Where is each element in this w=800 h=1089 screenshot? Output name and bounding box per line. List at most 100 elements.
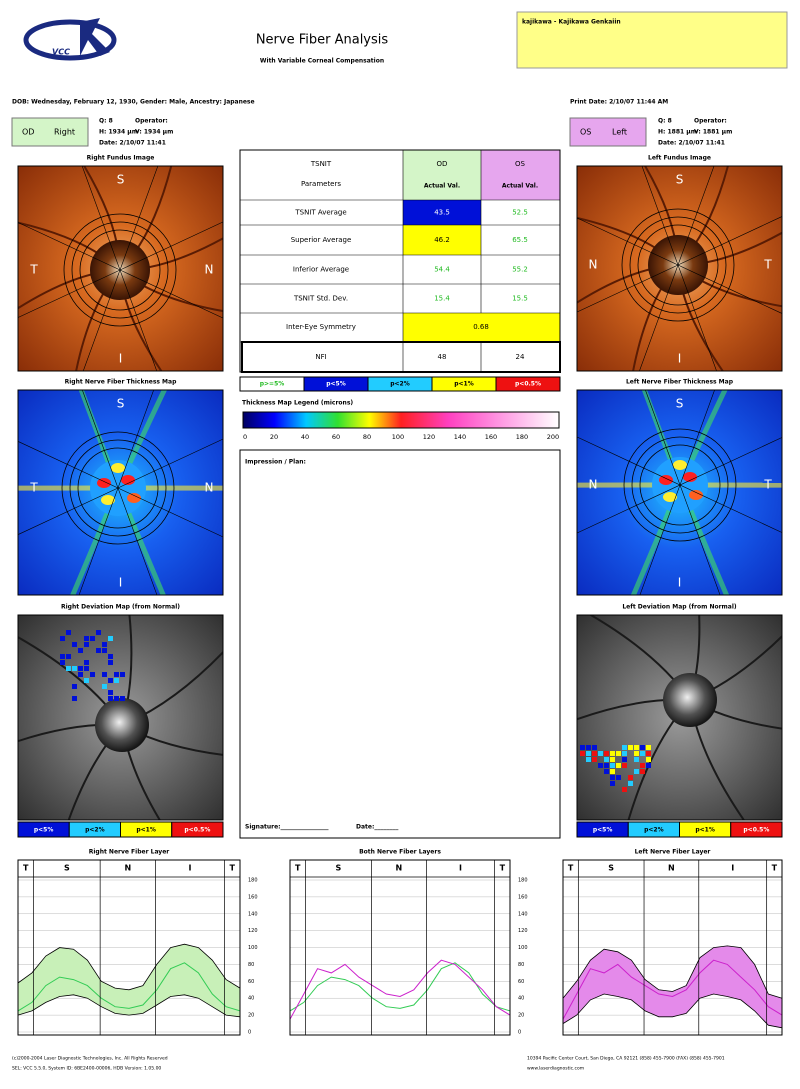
orientation-label: S	[117, 397, 125, 411]
thickness-blob	[121, 475, 135, 485]
band-lower	[562, 993, 783, 1029]
deviation-cell	[96, 648, 101, 653]
label: TSNIT	[310, 160, 332, 168]
measurement-ring	[623, 428, 737, 542]
orientation-label: T	[763, 258, 772, 272]
symmetry-fill	[403, 313, 560, 342]
image-panel	[18, 166, 223, 371]
section-label: I	[731, 864, 734, 873]
orientation-label: I	[678, 576, 682, 590]
thickness-blob	[689, 490, 703, 500]
scale-tick-label: 160	[485, 433, 497, 441]
deviation-cell	[622, 787, 627, 792]
scale-tick-label: 120	[423, 433, 435, 441]
deviation-cell	[114, 696, 119, 701]
deviation-cell	[120, 696, 125, 701]
legend-label: p<2%	[390, 381, 410, 388]
deviation-cell	[646, 757, 651, 762]
label: Actual Val.	[424, 183, 460, 190]
y-tick-label: 160	[248, 894, 258, 900]
thickness-blob	[101, 495, 115, 505]
label: OS	[515, 160, 526, 168]
y-tick-label: 180	[518, 878, 528, 884]
measurement-ring	[631, 436, 729, 534]
measurement-ring	[629, 216, 727, 314]
band-upper	[562, 945, 783, 999]
label: 48	[438, 353, 447, 361]
measurement-ring	[637, 224, 719, 306]
deviation-cell	[66, 666, 71, 671]
deviation-cell	[120, 672, 125, 677]
section-label: N	[668, 864, 675, 873]
deviation-cell	[108, 678, 113, 683]
y-tick-label: 160	[518, 894, 528, 900]
image-panel	[18, 615, 223, 820]
orientation-label: T	[29, 263, 38, 277]
label: V: 1934 µm	[135, 129, 173, 136]
thickness-blob	[97, 478, 111, 488]
legend-label: p<5%	[326, 381, 346, 388]
deviation-cell	[640, 751, 645, 756]
legend-cell	[171, 821, 224, 838]
legend-label: p<1%	[695, 827, 715, 834]
section-label: N	[125, 864, 132, 873]
deviation-cell	[640, 745, 645, 750]
scale-tick-label: 40	[301, 433, 309, 441]
label: H: 1881 µm	[658, 129, 697, 136]
deviation-cell	[78, 666, 83, 671]
label: 0.68	[473, 323, 489, 331]
deviation-cell	[84, 642, 89, 647]
y-tick-label: 0	[518, 1030, 521, 1036]
label: Date: 2/10/07 11:41	[658, 140, 725, 147]
deviation-cell	[634, 745, 639, 750]
y-tick-label: 40	[518, 996, 524, 1002]
scale-tick-label: 80	[363, 433, 371, 441]
clinic-box	[516, 11, 788, 69]
orientation-label: N	[205, 263, 214, 277]
logo-mark	[80, 18, 110, 56]
deviation-cell	[108, 696, 113, 701]
panel-frame	[17, 389, 224, 596]
deviation-cell	[96, 630, 101, 635]
deviation-cell	[78, 672, 83, 677]
deviation-cell	[592, 751, 597, 756]
deviation-cell	[610, 781, 615, 786]
logo-ring	[23, 19, 117, 61]
thickness-blob	[659, 475, 673, 485]
section-label: T	[229, 864, 235, 873]
nfi-frame	[241, 341, 561, 373]
y-tick-label: 140	[518, 911, 528, 917]
scale-tick-label: 200	[547, 433, 559, 441]
label: TSNIT Std. Dev.	[293, 295, 348, 303]
legend-label: p<0.5%	[743, 827, 769, 834]
label: Inter-Eye Symmetry	[286, 323, 356, 331]
deviation-cell	[114, 672, 119, 677]
section-label: S	[64, 864, 70, 873]
label: Q: 8	[99, 118, 113, 125]
deviation-cell	[622, 757, 627, 762]
deviation-cell	[592, 745, 597, 750]
legend-cell	[730, 821, 783, 838]
deviation-cell	[84, 666, 89, 671]
label: DOB: Wednesday, February 12, 1930, Gende…	[12, 99, 255, 106]
sector-line	[82, 166, 159, 371]
chart-frame	[17, 859, 241, 1036]
eye-box	[11, 117, 89, 147]
deviation-cell	[634, 757, 639, 762]
deviation-cell	[580, 745, 585, 750]
label: kajikawa - Kajikawa Genkaiin	[522, 19, 621, 26]
scale-tick-label: 100	[392, 433, 404, 441]
deviation-cell	[60, 660, 65, 665]
deviation-cell	[610, 757, 615, 762]
deviation-cell	[622, 745, 627, 750]
measurement-ring	[69, 439, 167, 537]
panel-frame	[576, 614, 783, 821]
label: SEL: VCC 5.5.0, System ID: 6BE2400-00006…	[12, 1066, 161, 1072]
section-label: S	[336, 864, 342, 873]
thickness-blob	[673, 460, 687, 470]
panel-title: Left Fundus Image	[648, 155, 711, 162]
deviation-cell	[628, 745, 633, 750]
label: V: 1881 µm	[694, 129, 732, 136]
deviation-cell	[610, 769, 615, 774]
